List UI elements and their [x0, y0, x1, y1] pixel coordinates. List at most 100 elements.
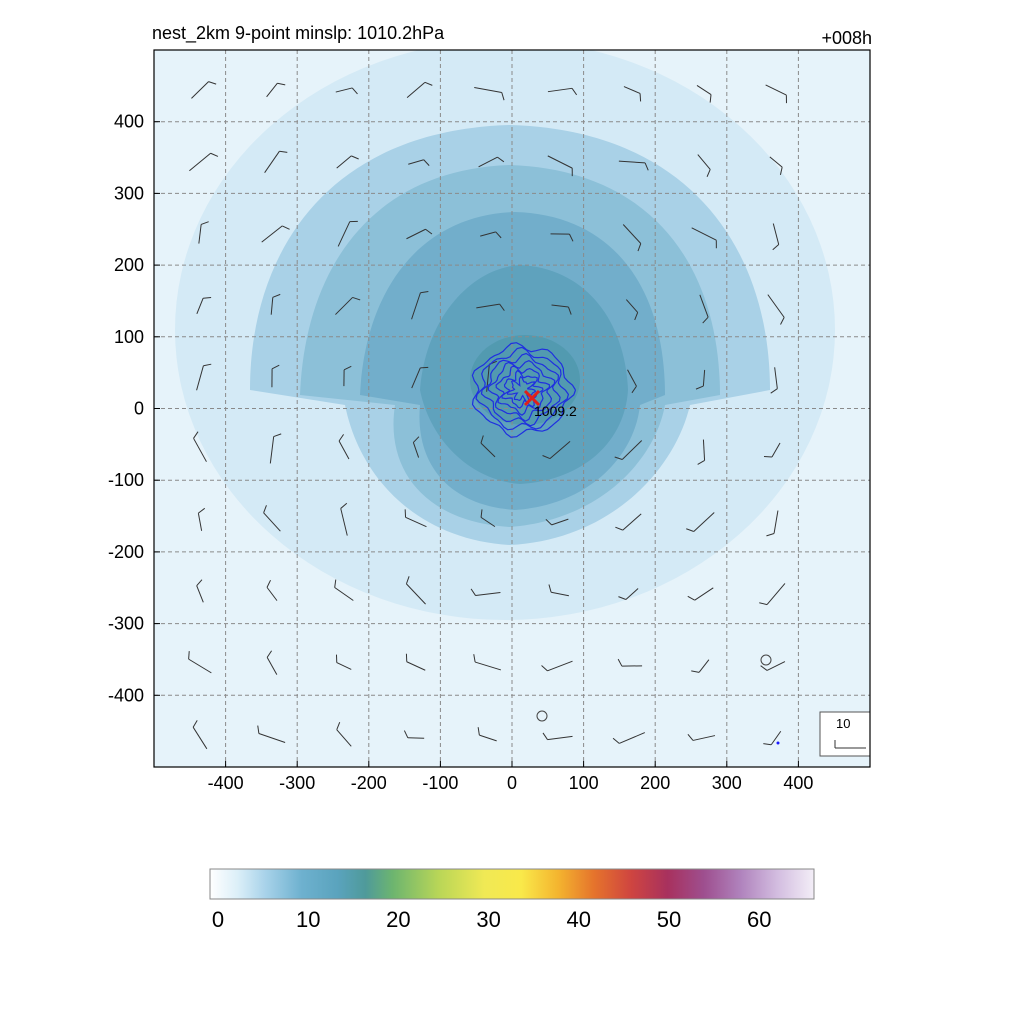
pressure-contour: [495, 365, 551, 416]
wind-barb: [263, 505, 281, 532]
wind-barb: [335, 654, 352, 670]
wind-barb: [405, 653, 426, 671]
y-tick-label: -400: [108, 685, 144, 705]
wind-barb: [612, 732, 646, 744]
wind-barb: [478, 156, 505, 168]
x-tick-label: 200: [640, 773, 670, 793]
wind-barb: [337, 220, 358, 247]
wind-barb: [269, 433, 282, 464]
wind-barb: [696, 84, 712, 103]
wind-barb: [547, 155, 573, 177]
x-axis: -400 -300 -200 -100 0 100 200 300 400: [208, 761, 813, 793]
wind-barb: [470, 588, 501, 597]
wind-barb: [623, 86, 642, 102]
colorbar-gradient: [209, 868, 815, 900]
reference-vector-label: 10: [836, 716, 850, 731]
wind-barb: [615, 513, 642, 531]
contour-dot: [776, 741, 780, 745]
reference-vector-box: 10: [819, 711, 870, 757]
colorbar-tick-label: 50: [657, 907, 681, 932]
wind-barb: [691, 659, 710, 673]
wind-barb: [697, 154, 711, 178]
wind-barb: [266, 82, 286, 98]
wind-barb: [406, 228, 433, 240]
wind-barb: [188, 651, 212, 674]
wind-barb: [334, 579, 354, 601]
wind-barb: [336, 155, 359, 169]
wind-barb: [699, 294, 709, 324]
pressure-contours: [471, 342, 577, 438]
wind-barb: [686, 512, 715, 532]
wind-barb: [550, 233, 574, 242]
wind-barb: [767, 294, 785, 325]
wind-barb: [474, 86, 505, 101]
x-tick-label: -400: [208, 773, 244, 793]
x-tick-label: -300: [279, 773, 315, 793]
y-tick-label: 0: [134, 399, 144, 419]
wind-barb: [541, 660, 573, 672]
calm-circle: [536, 710, 548, 722]
x-tick-label: -100: [422, 773, 458, 793]
colorbar-tick-label: 30: [476, 907, 500, 932]
wind-barb: [406, 81, 433, 99]
wind-barb: [766, 510, 779, 537]
wind-barb: [551, 304, 572, 315]
wind-barb: [625, 299, 639, 321]
wind-barb: [618, 160, 649, 171]
wind-barb: [196, 579, 204, 603]
wind-barb: [191, 81, 217, 99]
wind-barb: [335, 87, 358, 95]
wind-barb: [193, 431, 207, 462]
wind-barb: [772, 223, 780, 251]
colorbar-tick-label: 0: [212, 907, 224, 932]
wind-barb: [343, 365, 352, 387]
plot-area: 1009.2 10: [154, 50, 870, 767]
chart-title: nest_2km 9-point minslp: 1010.2hPa: [152, 23, 445, 44]
wind-barb: [691, 227, 717, 249]
colorbar-tick-label: 20: [386, 907, 410, 932]
wind-barb: [257, 725, 286, 743]
wind-barb: [687, 587, 714, 601]
wind-barb: [760, 661, 786, 671]
wind-barb: [338, 434, 350, 460]
pressure-contour: [501, 369, 544, 409]
wind-barb: [769, 156, 783, 176]
wind-barb: [412, 436, 420, 458]
wind-barb: [542, 732, 573, 741]
pressure-contour: [487, 360, 556, 422]
wind-barb: [477, 727, 497, 742]
wind-barb: [261, 225, 290, 243]
calm-circle: [760, 654, 772, 666]
wind-barb: [480, 231, 502, 239]
y-tick-label: -200: [108, 542, 144, 562]
wind-barb: [266, 650, 278, 675]
pressure-contour: [475, 346, 570, 431]
colorbar-ticks: 0 10 20 30 40 50 60: [212, 907, 772, 932]
wind-barb: [697, 439, 706, 465]
wind-barb: [340, 502, 348, 536]
wind-barb: [197, 507, 206, 531]
wind-barb: [411, 291, 429, 320]
wind-barb: [264, 150, 288, 173]
colorbar-tick-label: 10: [296, 907, 320, 932]
wind-barb: [763, 442, 781, 458]
wind-barb: [763, 730, 782, 746]
wind-barb: [765, 84, 787, 104]
wind-barb: [548, 584, 569, 597]
y-tick-label: -300: [108, 614, 144, 634]
x-tick-label: 300: [712, 773, 742, 793]
wind-barb: [480, 435, 496, 458]
wind-barb: [617, 658, 643, 667]
y-tick-label: 400: [114, 112, 144, 132]
wind-barb: [270, 293, 281, 315]
x-tick-label: 100: [569, 773, 599, 793]
pressure-contour: [471, 342, 577, 438]
wind-barb: [695, 369, 706, 390]
wind-barb: [770, 367, 778, 394]
wind-barb: [545, 518, 569, 526]
wind-barb: [687, 733, 716, 741]
x-tick-label: 400: [783, 773, 813, 793]
colorbar-tick-label: 60: [747, 907, 771, 932]
wind-barb: [542, 441, 571, 460]
wind-barb: [189, 152, 219, 172]
